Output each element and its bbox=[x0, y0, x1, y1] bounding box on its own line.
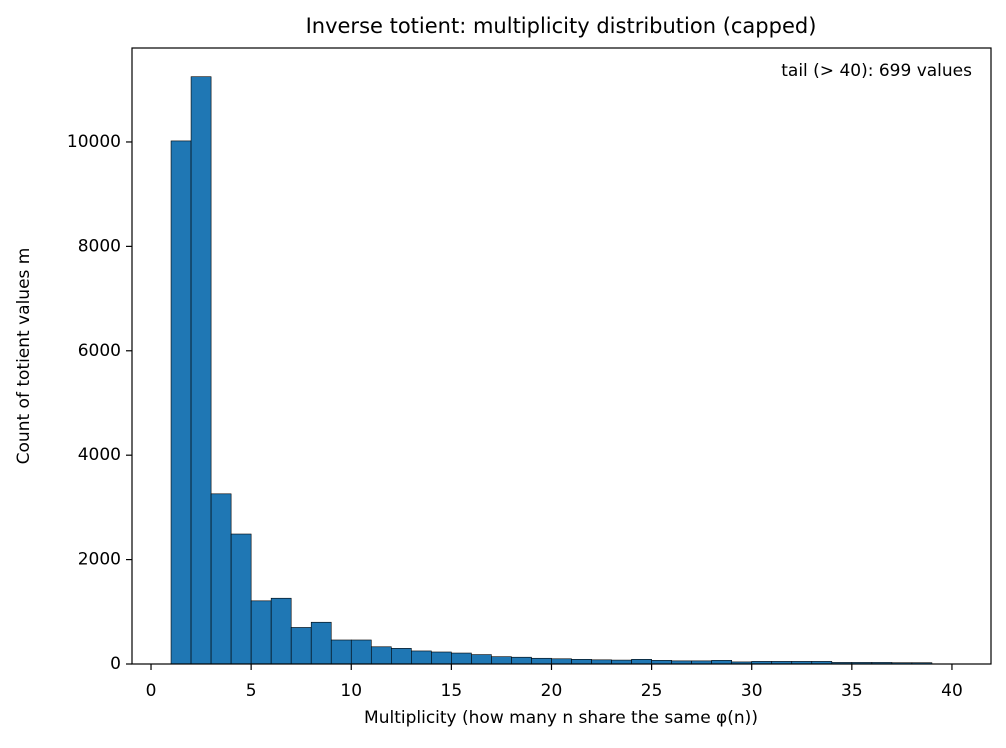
y-tick-label: 6000 bbox=[78, 341, 121, 361]
y-axis-label: Count of totient values m bbox=[14, 248, 34, 465]
bar bbox=[190, 76, 212, 665]
bar bbox=[591, 659, 612, 665]
y-tick-label: 8000 bbox=[78, 236, 121, 256]
bar bbox=[471, 654, 492, 665]
y-tick-label: 2000 bbox=[78, 550, 121, 570]
bar bbox=[250, 600, 272, 665]
x-tick-label: 25 bbox=[641, 681, 663, 701]
y-tick-label: 10000 bbox=[67, 132, 121, 152]
bar bbox=[431, 651, 452, 665]
bar bbox=[330, 639, 352, 665]
x-tick-label: 5 bbox=[246, 681, 257, 701]
x-tick-label: 10 bbox=[340, 681, 362, 701]
bar bbox=[210, 493, 232, 665]
annotation: tail (> 40): 699 values bbox=[781, 61, 972, 81]
x-tick-label: 20 bbox=[541, 681, 563, 701]
bar bbox=[370, 646, 392, 665]
chart-title: Inverse totient: multiplicity distributi… bbox=[306, 14, 817, 38]
bar bbox=[270, 597, 292, 665]
bar bbox=[631, 659, 652, 665]
bar bbox=[531, 657, 552, 665]
plot-frame bbox=[131, 47, 992, 665]
x-tick-label: 15 bbox=[441, 681, 463, 701]
y-tick-label: 4000 bbox=[78, 445, 121, 465]
x-axis-label: Multiplicity (how many n share the same … bbox=[364, 708, 758, 728]
bar bbox=[391, 648, 412, 665]
bar bbox=[230, 533, 252, 665]
bar bbox=[350, 639, 372, 665]
bar bbox=[170, 140, 192, 665]
bar bbox=[290, 627, 312, 665]
bar bbox=[411, 650, 432, 665]
x-tick-label: 35 bbox=[841, 681, 863, 701]
bar bbox=[491, 656, 512, 665]
bar bbox=[451, 652, 472, 665]
bar bbox=[571, 659, 592, 665]
bar bbox=[310, 621, 332, 665]
y-tick-label: 0 bbox=[110, 654, 121, 674]
bar bbox=[551, 658, 572, 665]
bar bbox=[511, 656, 532, 665]
x-tick-label: 30 bbox=[741, 681, 763, 701]
x-tick-label: 40 bbox=[941, 681, 963, 701]
x-tick-label: 0 bbox=[146, 681, 157, 701]
